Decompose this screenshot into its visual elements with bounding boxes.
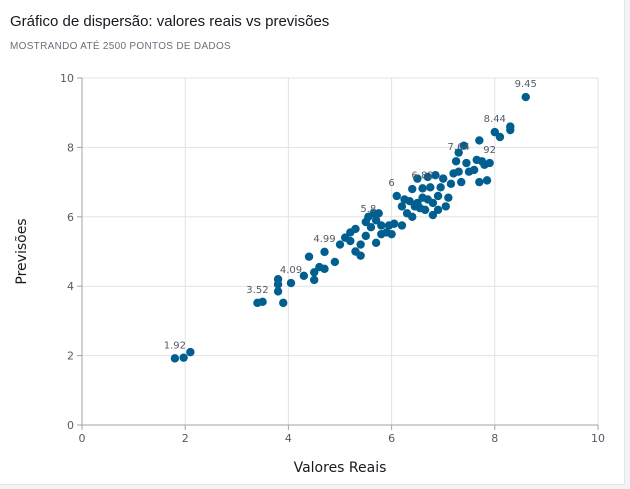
data-point — [320, 247, 329, 257]
data-point — [454, 167, 463, 176]
data-point — [299, 271, 309, 280]
data-label: 4.99 — [313, 234, 335, 245]
data-point — [436, 183, 445, 192]
plot-axes — [77, 77, 599, 430]
data-point — [387, 229, 396, 239]
data-point — [495, 132, 505, 142]
x-tick-label: 6 — [388, 432, 395, 445]
data-point — [320, 264, 329, 274]
y-axis-label: Previsões — [14, 218, 30, 284]
data-point — [392, 191, 401, 201]
data-point — [389, 219, 399, 228]
data-label: 3.52 — [246, 285, 268, 296]
data-point — [408, 184, 417, 194]
data-label: 8.44 — [484, 114, 506, 125]
x-tick-label: 8 — [491, 432, 498, 445]
data-point — [521, 92, 530, 102]
data-point — [462, 158, 471, 168]
x-tick-label: 0 — [79, 432, 86, 445]
data-point — [273, 287, 283, 296]
chart-title: Gráfico de dispersão: valores reais vs p… — [10, 13, 330, 30]
data-point — [485, 158, 494, 168]
data-label: 92 — [483, 145, 496, 156]
data-point — [405, 196, 414, 206]
data-point — [428, 198, 438, 208]
data-point — [433, 191, 443, 201]
data-point — [335, 240, 345, 249]
data-point — [397, 202, 407, 211]
data-point — [310, 275, 319, 285]
data-point — [304, 252, 314, 261]
data-point — [433, 205, 443, 215]
data-point — [413, 174, 422, 183]
plot-grid — [82, 77, 599, 425]
data-point — [179, 353, 188, 362]
data-point — [426, 183, 435, 192]
data-point — [446, 179, 456, 189]
data-point — [475, 136, 484, 145]
data-point — [451, 157, 461, 166]
data-point — [439, 174, 448, 183]
x-axis-label: Valores Reais — [294, 460, 387, 476]
data-point — [361, 231, 370, 241]
data-point — [170, 354, 180, 363]
data-label: 5.8 — [360, 204, 376, 215]
x-tick-label: 2 — [182, 432, 189, 445]
data-point — [457, 177, 466, 187]
data-point — [423, 172, 432, 182]
data-point — [420, 205, 430, 215]
data-label: 7.64 — [448, 142, 470, 153]
data-point — [366, 223, 376, 232]
y-tick-label: 0 — [67, 419, 74, 432]
data-point — [482, 176, 492, 185]
data-label: 1.92 — [164, 340, 186, 351]
data-point — [351, 224, 360, 234]
data-point — [506, 122, 515, 131]
data-point — [330, 257, 340, 267]
data-points — [170, 92, 530, 363]
data-point — [444, 193, 453, 202]
data-point — [418, 184, 427, 193]
data-point — [475, 177, 484, 187]
data-point — [186, 347, 195, 357]
y-tick-label: 2 — [67, 350, 74, 363]
y-tick-label: 6 — [67, 211, 74, 224]
data-label: 4.09 — [280, 265, 302, 276]
data-point — [428, 210, 438, 220]
data-label: 6.82 — [411, 170, 433, 181]
data-point — [310, 268, 319, 277]
data-point — [374, 209, 383, 218]
data-point — [346, 236, 355, 246]
chart-subtitle: MOSTRANDO ATÉ 2500 PONTOS DE DADOS — [10, 41, 231, 52]
data-point — [454, 148, 463, 157]
data-point — [397, 221, 407, 230]
data-point — [377, 221, 386, 230]
data-point — [459, 141, 469, 150]
data-point — [286, 278, 296, 288]
y-tick-label: 10 — [60, 72, 74, 85]
data-point — [356, 240, 365, 249]
data-label: 9.45 — [515, 79, 537, 90]
data-labels: 1.92 3.52 4.09 4.99 5.8 6 6.82 7.64 92 8.44 9.45 — [164, 79, 537, 351]
x-tick-label: 4 — [285, 432, 292, 445]
data-point — [371, 216, 381, 225]
y-tick-label: 8 — [67, 141, 74, 154]
data-point — [279, 298, 288, 308]
data-point — [273, 275, 283, 284]
data-point — [356, 251, 365, 260]
data-point — [408, 212, 417, 221]
tick-labels: 0 2 4 6 8 10 0 2 4 6 8 10 — [60, 72, 605, 445]
x-tick-label: 10 — [591, 432, 605, 445]
data-point — [469, 165, 479, 175]
data-point — [371, 238, 381, 248]
data-label: 6 — [388, 178, 394, 189]
data-point — [258, 297, 267, 307]
data-point — [431, 170, 440, 180]
y-tick-label: 4 — [67, 280, 74, 293]
data-point — [441, 202, 450, 211]
